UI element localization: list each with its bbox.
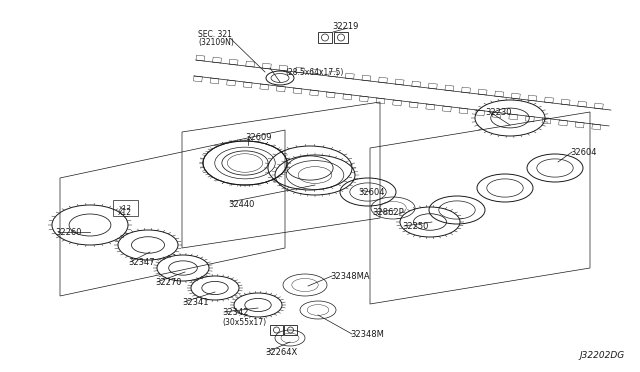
Text: x12: x12 bbox=[118, 208, 132, 217]
Text: 32347: 32347 bbox=[128, 258, 155, 267]
Text: 32342: 32342 bbox=[222, 308, 248, 317]
Text: J32202DG: J32202DG bbox=[580, 351, 625, 360]
Text: 32348MA: 32348MA bbox=[330, 272, 370, 281]
Bar bbox=[318, 32, 332, 43]
Text: 32862P: 32862P bbox=[372, 208, 404, 217]
Text: 32341: 32341 bbox=[182, 298, 209, 307]
Text: 32250: 32250 bbox=[402, 222, 428, 231]
Text: 32219: 32219 bbox=[332, 22, 358, 31]
Bar bbox=[334, 32, 348, 43]
Bar bbox=[270, 325, 283, 335]
Text: 32604: 32604 bbox=[570, 148, 596, 157]
Text: 32260: 32260 bbox=[55, 228, 81, 237]
Bar bbox=[284, 325, 297, 335]
Text: 32264X: 32264X bbox=[265, 348, 297, 357]
Text: 32609: 32609 bbox=[245, 133, 271, 142]
Text: 32230: 32230 bbox=[485, 108, 511, 117]
Text: 32348M: 32348M bbox=[350, 330, 384, 339]
Text: (28.5x64x17.5): (28.5x64x17.5) bbox=[285, 68, 344, 77]
Text: 32270: 32270 bbox=[155, 278, 182, 287]
Text: (32109N): (32109N) bbox=[198, 38, 234, 47]
Text: SEC. 321: SEC. 321 bbox=[198, 30, 232, 39]
Text: 32440: 32440 bbox=[228, 200, 254, 209]
Text: x12: x12 bbox=[119, 205, 132, 211]
Text: (30x55x17): (30x55x17) bbox=[222, 318, 266, 327]
Bar bbox=[113, 200, 138, 216]
Text: 32604: 32604 bbox=[358, 188, 385, 197]
